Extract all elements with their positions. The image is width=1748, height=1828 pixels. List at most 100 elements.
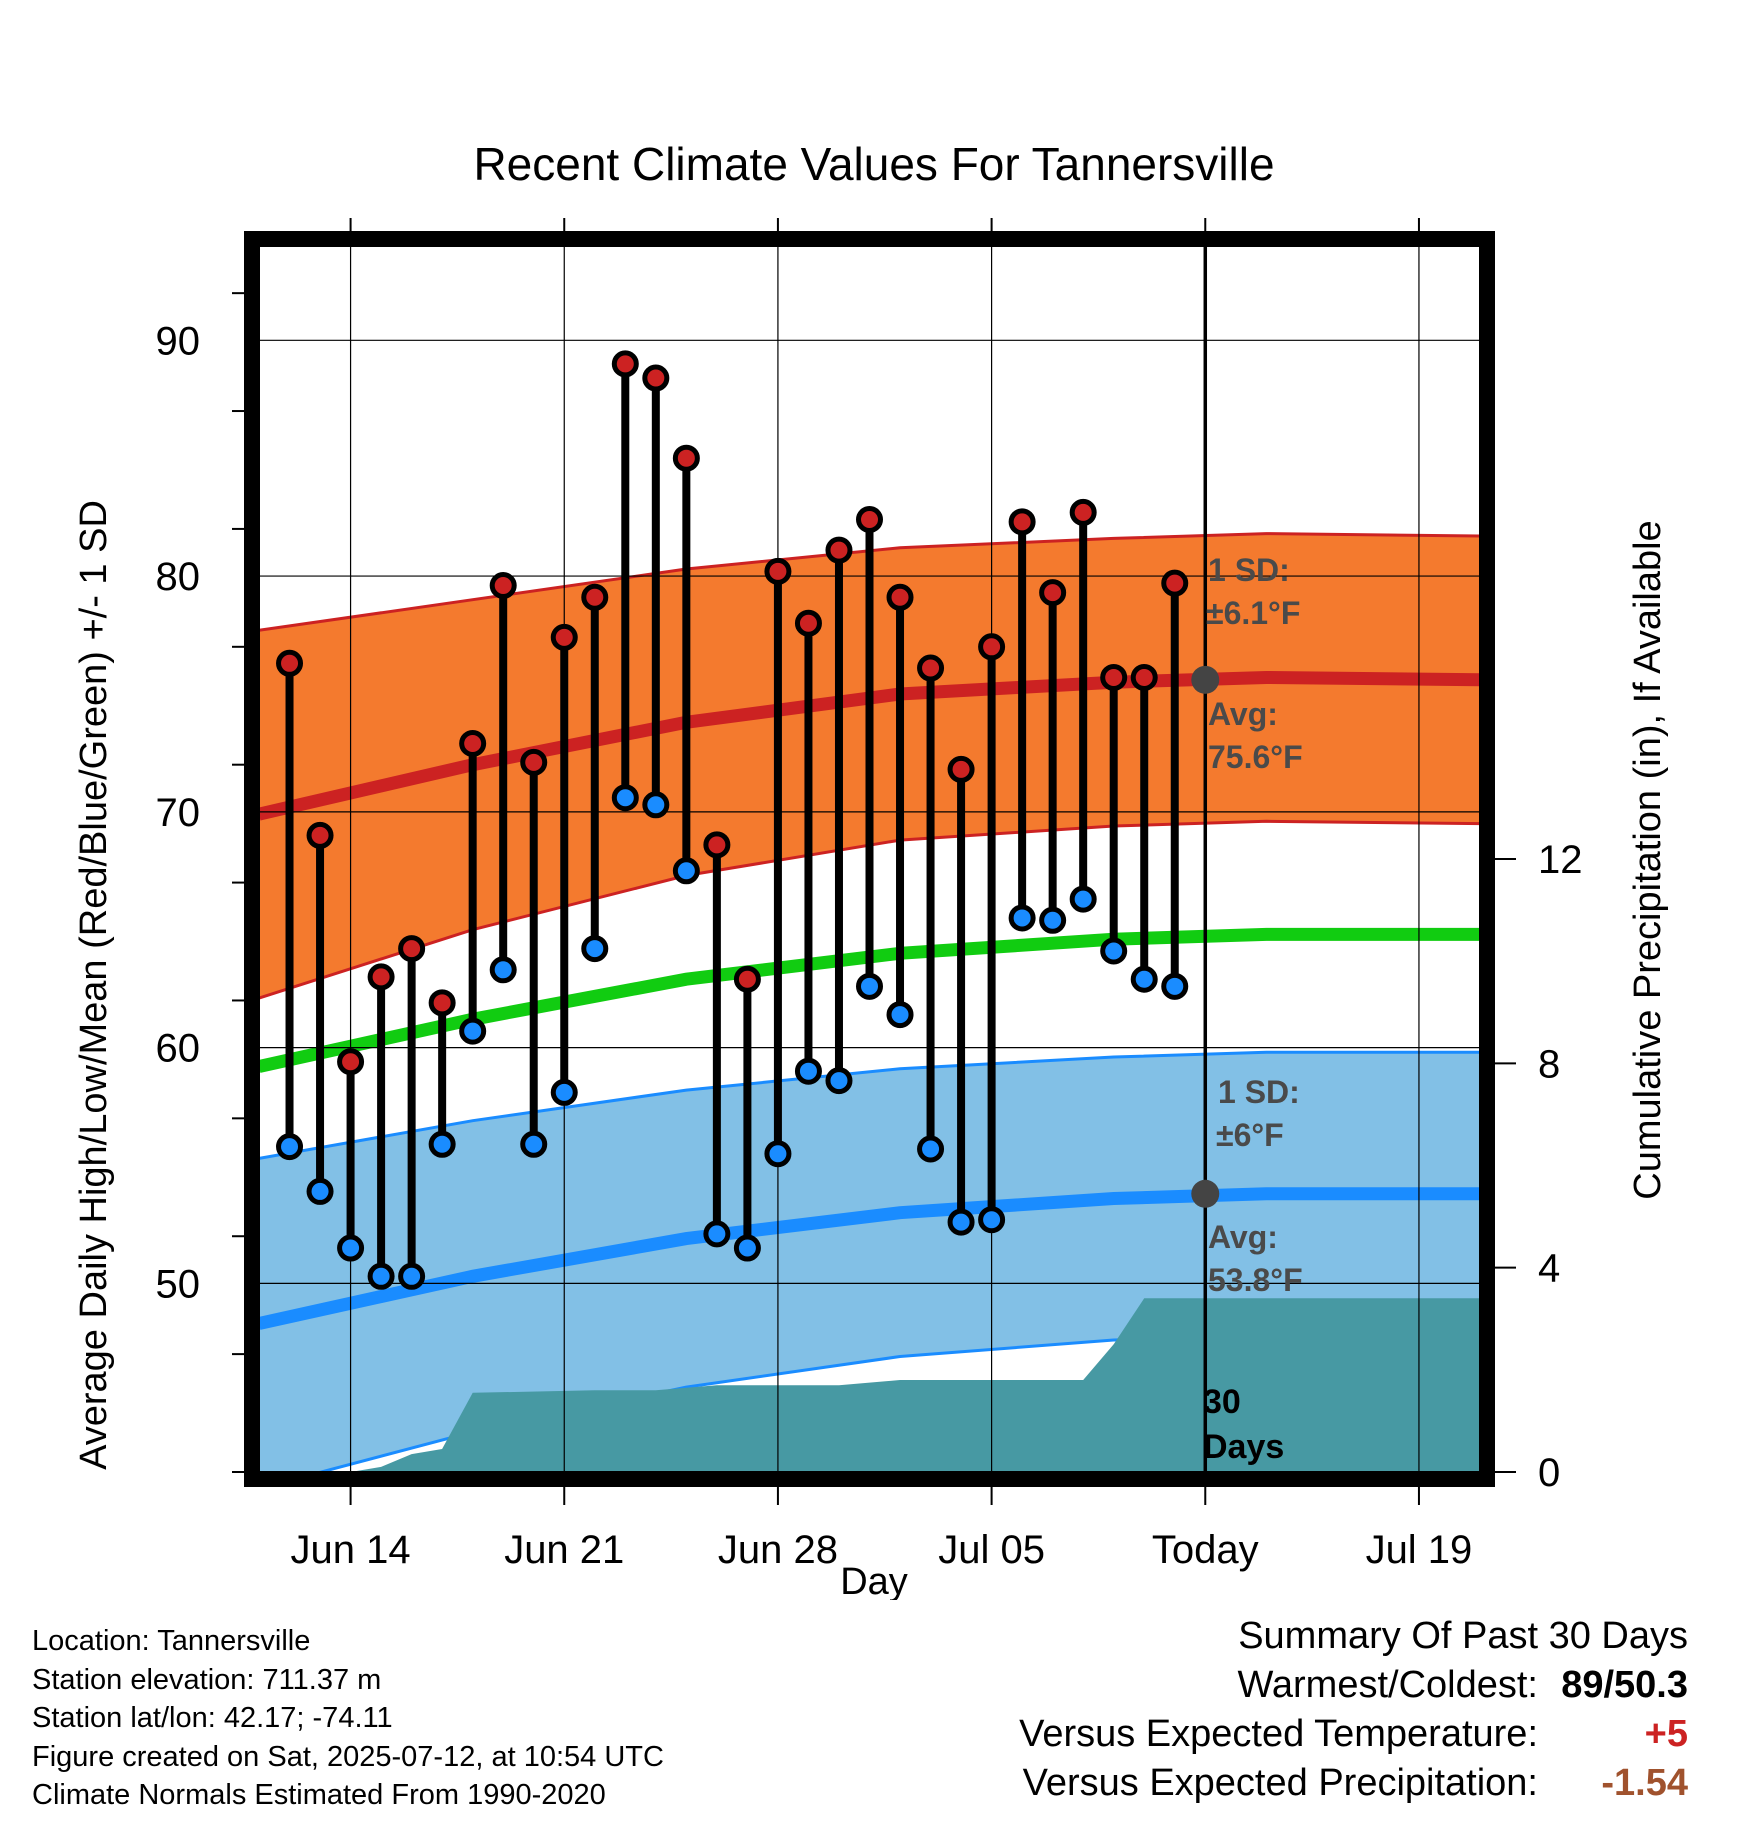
daily-high-point <box>428 989 456 1017</box>
daily-low-point <box>367 1262 395 1290</box>
daily-high-point <box>886 583 914 611</box>
daily-low-point <box>428 1130 456 1158</box>
daily-high-point <box>733 965 761 993</box>
x-tick-label: Jun 21 <box>504 1528 624 1572</box>
today-low-avg-marker <box>1191 1179 1220 1208</box>
daily-low-point <box>886 1001 914 1029</box>
warmest-coldest-label: Warmest/Coldest: <box>1237 1664 1538 1706</box>
daily-low-point <box>1039 906 1067 934</box>
y2-tick-label: 0 <box>1538 1451 1560 1495</box>
x-tick-label: Today <box>1152 1528 1259 1572</box>
daily-high-point <box>917 654 945 682</box>
low-sd-label: 1 SD: <box>1218 1074 1300 1110</box>
daily-high-point <box>1069 498 1097 526</box>
daily-high-point <box>367 963 395 991</box>
period-num: 30 <box>1203 1383 1241 1421</box>
daily-high-point <box>1100 663 1128 691</box>
warmest-coldest-value: 89/50.3 <box>1561 1664 1688 1706</box>
high-sd-upper-edge <box>259 532 1480 632</box>
high-avg-value: 75.6°F <box>1208 739 1303 775</box>
daily-high-point <box>398 935 426 963</box>
daily-low-point <box>703 1220 731 1248</box>
created-text: Figure created on Sat, 2025-07-12, at 10… <box>32 1740 664 1773</box>
daily-high-point <box>611 350 639 378</box>
daily-high-point <box>306 821 334 849</box>
elevation-text: Station elevation: 711.37 m <box>32 1663 382 1696</box>
daily-low-point <box>398 1262 426 1290</box>
daily-low-point <box>276 1133 304 1161</box>
daily-low-point <box>459 1017 487 1045</box>
daily-high-point <box>1008 508 1036 536</box>
low-sd-upper-edge <box>259 1050 1480 1160</box>
daily-low-point <box>1161 972 1189 1000</box>
daily-high-point <box>825 536 853 564</box>
summary-heading: Summary Of Past 30 Days <box>1238 1615 1688 1657</box>
summary-panel: Summary Of Past 30 Days Warmest/Coldest:… <box>1019 1615 1688 1811</box>
daily-high-point <box>1161 569 1189 597</box>
daily-low-point <box>794 1057 822 1085</box>
daily-low-point <box>489 956 517 984</box>
daily-low-point <box>978 1206 1006 1234</box>
daily-low-point <box>337 1234 365 1262</box>
daily-high-point <box>1130 663 1158 691</box>
daily-high-point <box>581 583 609 611</box>
daily-low-point <box>733 1234 761 1262</box>
daily-low-point <box>1130 965 1158 993</box>
y2-tick-label: 4 <box>1538 1247 1560 1291</box>
y2-tick-label: 12 <box>1538 838 1583 882</box>
daily-low-point <box>764 1140 792 1168</box>
chart-title: Recent Climate Values For Tannersville <box>473 138 1274 190</box>
daily-low-point <box>672 857 700 885</box>
x-tick-label: Jun 28 <box>718 1528 838 1572</box>
climate-chart: Recent Climate Values For Tannersville J… <box>73 138 1669 1600</box>
low-avg-value: 53.8°F <box>1208 1262 1303 1298</box>
precip-label: Versus Expected Precipitation: <box>1022 1762 1538 1804</box>
daily-high-point <box>1039 579 1067 607</box>
daily-high-point <box>550 623 578 651</box>
daily-low-point <box>1008 904 1036 932</box>
y-tick-label: 90 <box>156 319 201 363</box>
summary-row-precipitation: Versus Expected Precipitation: -1.54 <box>1019 1762 1688 1811</box>
daily-low-point <box>947 1208 975 1236</box>
high-avg-label: Avg: <box>1208 696 1278 732</box>
y-axis-label: Average Daily High/Low/Mean (Red/Blue/Gr… <box>73 500 115 1470</box>
precip-value: -1.54 <box>1601 1762 1688 1804</box>
low-avg-label: Avg: <box>1208 1219 1278 1255</box>
location-text: Location: Tannersville <box>32 1625 311 1657</box>
daily-low-point <box>1100 937 1128 965</box>
daily-high-point <box>856 505 883 533</box>
daily-high-point <box>978 633 1006 661</box>
today-high-avg-marker <box>1191 665 1220 694</box>
temp-label: Versus Expected Temperature: <box>1019 1713 1538 1755</box>
daily-low-point <box>550 1078 578 1106</box>
daily-high-point <box>276 649 304 677</box>
daily-low-point <box>1069 885 1097 913</box>
temp-value: +5 <box>1644 1713 1688 1755</box>
x-tick-label: Jul 19 <box>1366 1528 1473 1572</box>
daily-high-point <box>672 444 700 472</box>
summary-row-warmest-coldest: Warmest/Coldest: 89/50.3 <box>1019 1664 1688 1713</box>
plot-frame <box>244 231 1495 1487</box>
high-sd-label: 1 SD: <box>1208 552 1290 588</box>
daily-high-point <box>520 748 548 776</box>
latlon-text: Station lat/lon: 42.17; -74.11 <box>32 1702 393 1734</box>
x-tick-label: Jul 05 <box>938 1528 1045 1572</box>
daily-high-point <box>764 557 792 585</box>
daily-high-point <box>337 1048 365 1076</box>
x-tick-label: Jun 14 <box>291 1528 411 1572</box>
low-sd-value: ±6°F <box>1216 1117 1284 1153</box>
daily-low-point <box>306 1177 334 1205</box>
y-tick-label: 50 <box>156 1262 201 1306</box>
high-sd-value: ±6.1°F <box>1206 595 1300 631</box>
daily-low-point <box>581 935 609 963</box>
low-avg-line <box>259 1187 1480 1330</box>
daily-high-point <box>489 572 517 600</box>
daily-low-point <box>856 972 883 1000</box>
daily-low-point <box>917 1135 945 1163</box>
y-tick-label: 80 <box>156 555 201 599</box>
normals-text: Climate Normals Estimated From 1990-2020 <box>32 1779 606 1811</box>
daily-low-point <box>611 784 639 812</box>
y2-axis-label: Cumulative Precipitation (in), If Availa… <box>1627 520 1669 1199</box>
y-tick-label: 70 <box>156 791 201 835</box>
y2-tick-label: 8 <box>1538 1042 1560 1086</box>
